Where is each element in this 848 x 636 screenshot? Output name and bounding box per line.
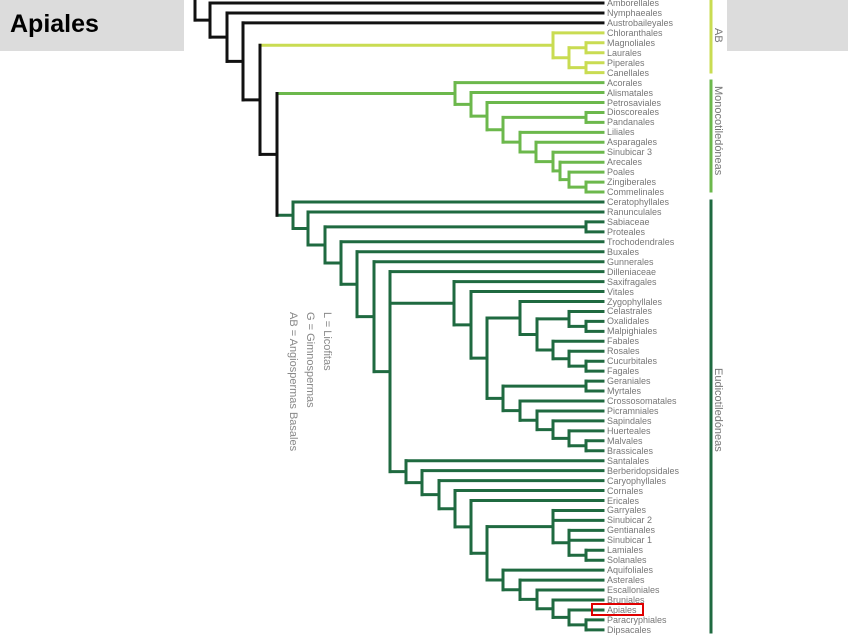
leaf-label: Geraniales bbox=[607, 376, 651, 387]
leaf-label: Oxalidales bbox=[607, 316, 650, 327]
leaf-label: Gunnerales bbox=[607, 256, 654, 267]
legend-licofitas: L = Licofitas bbox=[321, 312, 333, 371]
leaf-label: Picramniales bbox=[607, 405, 659, 416]
leaf-label: Pandanales bbox=[607, 117, 655, 128]
leaf-label: Aquifoliales bbox=[607, 565, 654, 576]
leaf-label: Arecales bbox=[607, 157, 643, 168]
title-box: Apiales bbox=[0, 0, 184, 51]
leaf-label: Liliales bbox=[607, 127, 635, 138]
leaf-label: Fagales bbox=[607, 366, 640, 377]
leaf-label: Amborellales bbox=[607, 0, 660, 8]
leaf-label: Celastrales bbox=[607, 306, 653, 317]
legend-angiospermas-basales: AB = Angiospermas Basales bbox=[287, 312, 299, 452]
clade-label-ab: AB bbox=[712, 28, 724, 43]
leaf-label: Sabiaceae bbox=[607, 216, 650, 227]
leaf-label: Petrosaviales bbox=[607, 97, 662, 108]
leaf-label: Paracryphiales bbox=[607, 614, 667, 625]
leaf-label: Nymphaeales bbox=[607, 7, 663, 18]
leaf-label: Asterales bbox=[607, 575, 645, 586]
leaf-label: Asparagales bbox=[607, 137, 658, 148]
leaf-label: Garryales bbox=[607, 505, 647, 516]
leaf-label: Cucurbitales bbox=[607, 356, 658, 367]
leaf-label: Canellales bbox=[607, 67, 650, 78]
leaf-label: Sinubicar 3 bbox=[607, 147, 653, 158]
leaf-label: Austrobaileyales bbox=[607, 17, 674, 28]
leaf-label: Poales bbox=[607, 167, 635, 178]
leaf-label: Laurales bbox=[607, 47, 642, 58]
leaf-label: Saxifragales bbox=[607, 276, 657, 287]
leaf-label: Santalales bbox=[607, 455, 650, 466]
leaf-label: Myrtales bbox=[607, 386, 642, 397]
leaf-label: Chloranthales bbox=[607, 27, 663, 38]
leaf-label: Alismatales bbox=[607, 87, 654, 98]
leaf-label: Apiales bbox=[607, 604, 637, 615]
leaf-label: Dipsacales bbox=[607, 624, 652, 635]
leaf-label: Solanales bbox=[607, 555, 647, 566]
leaf-label: Caryophyllales bbox=[607, 475, 667, 486]
leaf-label: Rosales bbox=[607, 346, 640, 357]
leaf-label: Proteales bbox=[607, 226, 646, 237]
legend-gimnospermas: G = Gimnospermas bbox=[304, 312, 316, 408]
leaf-label: Magnoliales bbox=[607, 37, 656, 48]
leaf-label: Dioscoreales bbox=[607, 107, 660, 118]
page-title: Apiales bbox=[10, 10, 99, 38]
leaf-label: Acorales bbox=[607, 77, 643, 88]
leaf-label: Zingiberales bbox=[607, 177, 657, 188]
leaf-label: Buxales bbox=[607, 246, 640, 257]
header-panel bbox=[727, 0, 848, 51]
leaf-label: Dilleniaceae bbox=[607, 266, 657, 277]
leaf-label: Bruniales bbox=[607, 595, 645, 605]
highlight-box bbox=[591, 603, 644, 616]
leaf-label: Cornales bbox=[607, 485, 644, 496]
leaf-label: Huerteales bbox=[607, 425, 651, 436]
clade-label-monocots: Monocotiledóneas bbox=[712, 86, 724, 176]
leaf-label: Sinubicar 2 bbox=[607, 515, 653, 526]
leaf-label: Sapindales bbox=[607, 415, 652, 426]
leaf-label: Malpighiales bbox=[607, 326, 658, 337]
leaf-label: Gentianales bbox=[607, 525, 656, 536]
clade-label-eudicots: Eudicotiledóneas bbox=[712, 368, 724, 452]
leaf-label: Vitales bbox=[607, 286, 634, 297]
leaf-label: Ericales bbox=[607, 495, 640, 506]
leaf-label: Malvales bbox=[607, 435, 643, 446]
leaf-label: Brassicales bbox=[607, 445, 654, 456]
leaf-label: Crossosomatales bbox=[607, 396, 677, 406]
leaf-label: Trochodendrales bbox=[607, 236, 675, 247]
leaf-label: Zygophyllales bbox=[607, 296, 663, 307]
leaf-label: Commelinales bbox=[607, 187, 665, 198]
leaf-label: Ceratophyllales bbox=[607, 197, 670, 207]
leaf-label: Piperales bbox=[607, 57, 645, 68]
leaf-label: Sinubicar 1 bbox=[607, 535, 653, 546]
leaf-label: Lamiales bbox=[607, 545, 644, 556]
leaf-label: Fabales bbox=[607, 336, 640, 347]
leaf-label: Berberidopsidales bbox=[607, 465, 680, 476]
leaf-label: Ranunculales bbox=[607, 206, 662, 217]
leaf-label: Escalloniales bbox=[607, 585, 660, 596]
